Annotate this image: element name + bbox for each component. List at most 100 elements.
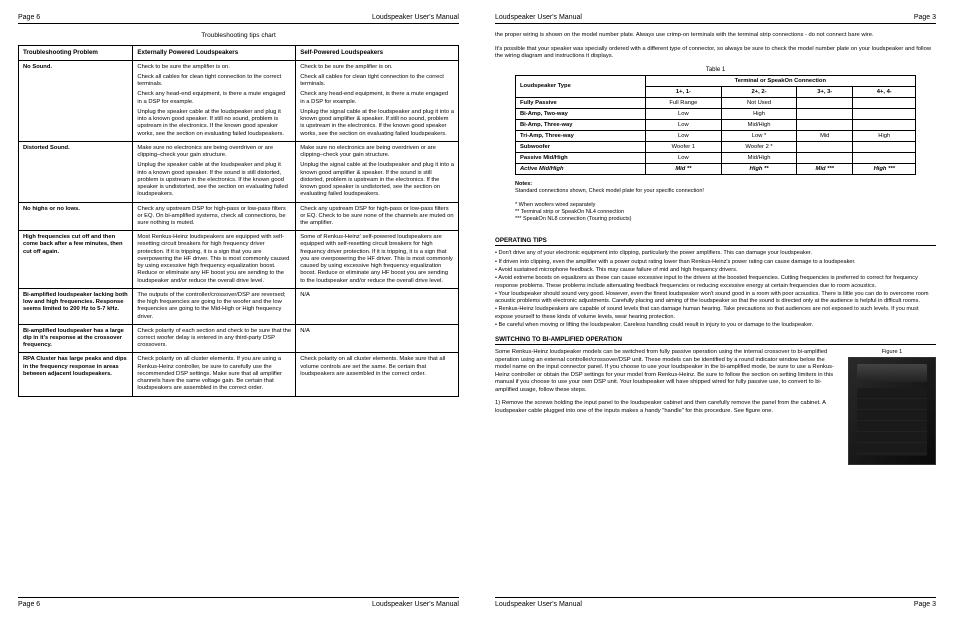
ts-problem: Distorted Sound. bbox=[19, 141, 133, 202]
conn-cell: Woofer 1 bbox=[645, 141, 721, 152]
tip-item: • Avoid sustained microphone feedback. T… bbox=[495, 267, 936, 274]
ts-ext: Most Renkus-Heinz loudspeakers are equip… bbox=[133, 231, 296, 289]
conn-thead: Loudspeaker TypeTerminal or SpeakOn Conn… bbox=[516, 75, 916, 97]
conn-cell bbox=[797, 119, 853, 130]
conn-type: Bi-Amp, Two-way bbox=[516, 108, 646, 119]
biamp-a: Some Renkus-Heinz loudspeaker models can… bbox=[495, 349, 842, 394]
intro-a: the proper wiring is shown on the model … bbox=[495, 32, 936, 40]
ts-problem: Bi-amplified loudspeaker lacking both lo… bbox=[19, 288, 133, 324]
page-right: Loudspeaker User's Manual Page 3 the pro… bbox=[477, 0, 954, 618]
table-row: No Sound.Check to be sure the amplifier … bbox=[19, 60, 459, 141]
ts-body: No Sound.Check to be sure the amplifier … bbox=[19, 60, 459, 396]
header-page: Page 3 bbox=[914, 14, 936, 21]
ts-self: Check any upstream DSP for high-pass or … bbox=[296, 202, 459, 231]
conn-type: Subwoofer bbox=[516, 141, 646, 152]
conn-cell: Low bbox=[645, 108, 721, 119]
table-caption: Table 1 bbox=[495, 67, 936, 73]
conn-col-head: 1+, 1- bbox=[645, 86, 721, 97]
biamp-row: Some Renkus-Heinz loudspeaker models can… bbox=[495, 349, 936, 465]
ts-problem: High frequencies cut off and then come b… bbox=[19, 231, 133, 289]
conn-type: Fully Passive bbox=[516, 97, 646, 108]
figure-image bbox=[848, 357, 936, 465]
biamp-head: SWITCHING TO BI-AMPLIFIED OPERATION bbox=[495, 336, 936, 345]
footer-title: Loudspeaker User's Manual bbox=[495, 601, 582, 608]
table-row: Distorted Sound.Make sure no electronics… bbox=[19, 141, 459, 202]
conn-type: Passive Mid/High bbox=[516, 152, 646, 163]
footer-left: Page 6 Loudspeaker User's Manual bbox=[18, 597, 459, 610]
conn-cell: High ** bbox=[722, 163, 797, 174]
ts-problem: No highs or no lows. bbox=[19, 202, 133, 231]
table-row: Tri-Amp, Three-wayLowLow *MidHigh bbox=[516, 130, 916, 141]
notes-head: Notes: bbox=[515, 181, 532, 187]
conn-cell: Mid *** bbox=[797, 163, 853, 174]
header-title: Loudspeaker User's Manual bbox=[372, 14, 459, 21]
ts-problem: Bi-amplified loudspeaker has a large dip… bbox=[19, 324, 133, 353]
tip-item: • Be careful when moving or lifting the … bbox=[495, 322, 936, 329]
footer-right: Loudspeaker User's Manual Page 3 bbox=[495, 597, 936, 610]
conn-cell: Low bbox=[645, 152, 721, 163]
conn-cell bbox=[797, 141, 853, 152]
conn-tbody: Fully PassiveFull RangeNot UsedBi-Amp, T… bbox=[516, 97, 916, 174]
table-row: Fully PassiveFull RangeNot Used bbox=[516, 97, 916, 108]
tip-item: • Your loudspeaker should sound very goo… bbox=[495, 291, 936, 306]
ts-ext: Check any upstream DSP for high-pass or … bbox=[133, 202, 296, 231]
conn-col-head: 4+, 4- bbox=[853, 86, 916, 97]
ts-ext: Make sure no electronics are being overd… bbox=[133, 141, 296, 202]
table-row: SubwooferWoofer 1Woofer 2 * bbox=[516, 141, 916, 152]
ts-self: N/A bbox=[296, 288, 459, 324]
ts-col-head: Troubleshooting Problem bbox=[19, 46, 133, 61]
conn-cell: Mid bbox=[797, 130, 853, 141]
table-row: Bi-Amp, Three-wayLowMid/High bbox=[516, 119, 916, 130]
conn-cell: Low bbox=[645, 130, 721, 141]
header-title: Loudspeaker User's Manual bbox=[495, 14, 582, 21]
footnote: ** Terminal strip or SpeakOn NL4 connect… bbox=[515, 209, 916, 216]
ts-self: Make sure no electronics are being overd… bbox=[296, 141, 459, 202]
conn-col-head: 3+, 3- bbox=[797, 86, 853, 97]
ts-self: Check polarity on all cluster elements. … bbox=[296, 353, 459, 396]
ts-ext: The outputs of the controller/crossover/… bbox=[133, 288, 296, 324]
header-page: Page 6 bbox=[18, 14, 40, 21]
conn-cell bbox=[797, 152, 853, 163]
table-row: No highs or no lows.Check any upstream D… bbox=[19, 202, 459, 231]
footnote: * When woofers wired separately bbox=[515, 202, 916, 209]
troubleshooting-table: Troubleshooting ProblemExternally Powere… bbox=[18, 45, 459, 397]
figure-caption: Figure 1 bbox=[848, 349, 936, 355]
header-right: Loudspeaker User's Manual Page 3 bbox=[495, 12, 936, 24]
conn-type: Active Mid/High bbox=[516, 163, 646, 174]
tip-item: • If driven into clipping, even the ampl… bbox=[495, 259, 936, 266]
tip-item: • Don't drive any of your electronic equ… bbox=[495, 250, 936, 257]
conn-cell bbox=[853, 97, 916, 108]
conn-cell: Mid/High bbox=[722, 119, 797, 130]
conn-cell: Mid/High bbox=[722, 152, 797, 163]
ts-problem: RPA Cluster has large peaks and dips in … bbox=[19, 353, 133, 396]
conn-col-head: 2+, 2- bbox=[722, 86, 797, 97]
ts-self: Some of Renkus-Heinz' self-powered louds… bbox=[296, 231, 459, 289]
table-row: Bi-amplified loudspeaker has a large dip… bbox=[19, 324, 459, 353]
notes-line: Standard connections shown, Check model … bbox=[515, 188, 916, 195]
tip-item: • Avoid extreme boosts on equalizers as … bbox=[495, 275, 936, 290]
ts-self: N/A bbox=[296, 324, 459, 353]
footnote: *** SpeakOn NL8 connection (Touring prod… bbox=[515, 216, 916, 223]
ts-self: Check to be sure the amplifier is on.Che… bbox=[296, 60, 459, 141]
operating-tips-head: OPERATING TIPS bbox=[495, 237, 936, 246]
conn-cell: High *** bbox=[853, 163, 916, 174]
ts-ext: Check to be sure the amplifier is on.Che… bbox=[133, 60, 296, 141]
table-row: RPA Cluster has large peaks and dips in … bbox=[19, 353, 459, 396]
conn-cell: Mid ** bbox=[645, 163, 721, 174]
conn-cell bbox=[797, 108, 853, 119]
table-row: Active Mid/HighMid **High **Mid ***High … bbox=[516, 163, 916, 174]
conn-cell: Not Used bbox=[722, 97, 797, 108]
table-row: High frequencies cut off and then come b… bbox=[19, 231, 459, 289]
ts-ext: Check polarity of each section and check… bbox=[133, 324, 296, 353]
page-left: Page 6 Loudspeaker User's Manual Trouble… bbox=[0, 0, 477, 618]
ts-problem: No Sound. bbox=[19, 60, 133, 141]
footer-page: Page 6 bbox=[18, 601, 40, 608]
header-left: Page 6 Loudspeaker User's Manual bbox=[18, 12, 459, 24]
conn-cell bbox=[853, 152, 916, 163]
notes-block: Notes: Standard connections shown, Check… bbox=[515, 181, 916, 224]
conn-group-head: Terminal or SpeakOn Connection bbox=[645, 75, 915, 86]
conn-type: Bi-Amp, Three-way bbox=[516, 119, 646, 130]
conn-cell bbox=[853, 141, 916, 152]
connection-table: Loudspeaker TypeTerminal or SpeakOn Conn… bbox=[515, 75, 916, 175]
conn-cell: Full Range bbox=[645, 97, 721, 108]
